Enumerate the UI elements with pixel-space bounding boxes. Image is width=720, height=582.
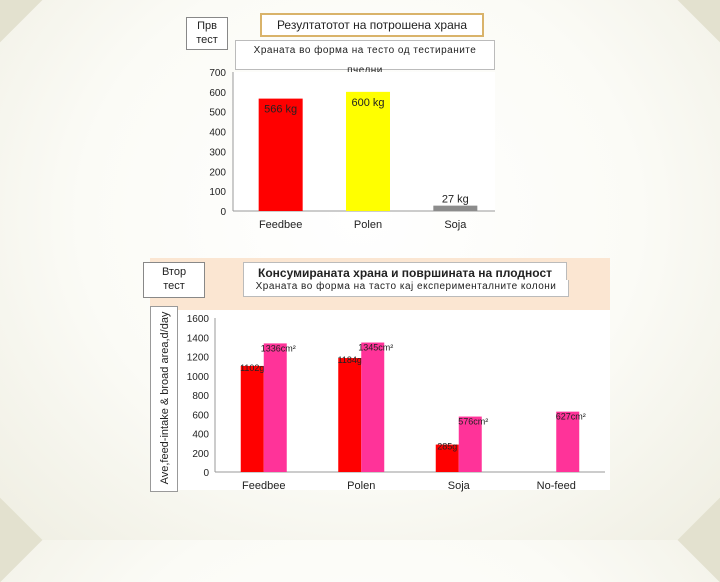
chart1-bar: [346, 91, 390, 211]
chart2-data-label: 627cm²: [556, 412, 586, 422]
chart1-y-tick-label: 300: [209, 147, 226, 158]
chart2-bar: [240, 365, 264, 472]
chart1-y-tick-label: 500: [209, 108, 226, 119]
chart2-x-tick-label: Soja: [448, 480, 471, 492]
chart2-y-tick-label: 600: [192, 410, 209, 421]
chart1-y-tick-label: 700: [209, 68, 226, 79]
chart1-x-tick-label: Soja: [444, 219, 467, 231]
chart2-y-tick-label: 200: [192, 449, 209, 460]
chart2-data-label: 285g: [437, 442, 457, 452]
chart2-y-tick-label: 1000: [187, 372, 210, 383]
chart2-subtitle: Храната во форма на тасто кај експеримен…: [243, 280, 569, 297]
chart1-bar: [258, 98, 303, 211]
chart2-bar: [435, 444, 459, 472]
chart1-x-tick-label: Feedbee: [259, 219, 302, 231]
chart2: 0 200 400 600 800 1000 1200 1400 1600 Feedbee 1102…: [187, 314, 605, 492]
chart1-data-label: 566 kg: [264, 104, 297, 116]
chart1-subtitle: Храната во форма на тесто од тестираните…: [235, 40, 495, 76]
test2-label: Втор тест: [143, 262, 205, 298]
chart2-data-label: 576cm²: [458, 417, 488, 427]
chart2-y-tick-label: 0: [203, 468, 209, 479]
chart1-y-tick-label: 600: [209, 88, 226, 99]
chart2-data-label: 1345cm²: [358, 343, 393, 353]
chart1-y-tick-label: 0: [220, 207, 226, 218]
chart2-y-tick-label: 1400: [187, 333, 210, 344]
chart2-bar: [338, 358, 362, 472]
chart1-bar: [433, 205, 478, 211]
chart2-x-tick-label: Feedbee: [242, 480, 285, 492]
chart2-data-label: 1336cm²: [261, 343, 296, 353]
chart2-data-label: 1184g: [338, 355, 362, 365]
test1-label: Прв тест: [186, 17, 228, 50]
chart2-y-tick-label: 1200: [187, 353, 210, 364]
chart2-x-tick-label: Polen: [347, 480, 375, 492]
chart1-data-label: 600 kg: [351, 97, 384, 109]
chart1-data-label: 27 kg: [442, 194, 469, 206]
chart2-data-label: 1102g: [240, 363, 264, 373]
chart2-y-tick-label: 400: [192, 430, 209, 441]
chart2-x-tick-label: No-feed: [537, 480, 576, 492]
chart1: 0 100 200 300 400 500 600 700 Feedbee 566 kg Polen…: [209, 68, 495, 231]
chart1-y-tick-label: 100: [209, 187, 226, 198]
chart1-x-tick-label: Polen: [354, 219, 382, 231]
chart1-y-tick-label: 400: [209, 128, 226, 139]
chart2-ylabel-box: [150, 306, 178, 492]
chart2-bar: [556, 411, 580, 472]
chart2-y-tick-label: 800: [192, 391, 209, 402]
chart2-bar: [458, 416, 482, 472]
chart2-bar: [361, 342, 385, 472]
chart1-title: Резултатотот на потрошена храна: [260, 13, 484, 37]
chart2-y-tick-label: 1600: [187, 314, 210, 325]
chart2-ylabel: Ave,feed-intake & broad area,d/day: [159, 311, 171, 484]
chart2-bar: [263, 343, 287, 472]
charts-svg: 0 100 200 300 400 500 600 700 Feedbee 566 kg Polen…: [159, 68, 605, 492]
chart1-y-tick-label: 200: [209, 167, 226, 178]
